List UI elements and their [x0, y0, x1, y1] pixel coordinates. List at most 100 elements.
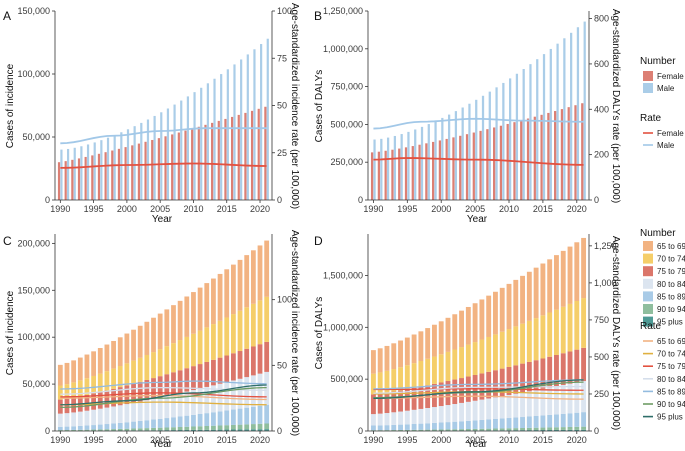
bar-95-plus-2013 [526, 430, 532, 431]
bar-male-1996 [100, 140, 103, 200]
bar-80-to-84-2001 [445, 405, 451, 423]
bar-female-2000 [124, 147, 127, 200]
bar-female-2017 [554, 111, 557, 200]
bar-male-2013 [213, 78, 216, 200]
bar-65-to-69-2000 [438, 321, 444, 355]
bar-75-to-79-2015 [224, 355, 230, 383]
legend-number-label: 80 to 84 [657, 280, 685, 289]
bar-90-to-94-2009 [184, 426, 190, 430]
bar-80-to-84-1994 [398, 411, 403, 425]
bar-75-to-79-2013 [526, 361, 532, 392]
bar-85-to-89-2021 [264, 404, 270, 424]
bar-90-to-94-2004 [465, 429, 471, 431]
bar-65-to-69-2010 [506, 283, 512, 330]
bar-80-to-84-2005 [157, 397, 163, 419]
bar-male-1991 [380, 138, 383, 200]
bar-65-to-69-2021 [264, 240, 270, 297]
bar-70-to-74-2008 [493, 334, 498, 371]
x-tick-label: 2015 [533, 435, 553, 445]
bar-70-to-74-1997 [418, 361, 424, 387]
bar-90-to-94-2008 [493, 428, 498, 431]
bar-95-plus-2015 [540, 430, 546, 431]
bar-70-to-74-2013 [526, 320, 532, 362]
y-right-tick-label: 800 [594, 14, 609, 24]
bar-90-to-94-1999 [117, 428, 123, 431]
bar-70-to-74-1992 [384, 370, 390, 393]
bar-70-to-74-2004 [465, 344, 471, 377]
bar-female-2009 [184, 130, 187, 200]
bar-female-2014 [533, 116, 536, 200]
bar-65-to-69-2002 [137, 325, 143, 358]
bar-85-to-89-1999 [432, 422, 437, 430]
bar-75-to-79-2020 [257, 344, 263, 374]
bar-90-to-94-2007 [486, 428, 492, 431]
bar-85-to-89-2010 [506, 418, 512, 429]
bar-80-to-84-2001 [131, 402, 136, 422]
bar-male-1998 [113, 135, 116, 200]
x-tick-label: 1995 [397, 204, 417, 214]
bar-70-to-74-2003 [459, 347, 464, 379]
y-left-tick-label: 200,000 [17, 238, 50, 248]
bar-95-plus-2021 [581, 429, 587, 431]
bar-70-to-74-1995 [91, 375, 96, 394]
bar-65-to-69-2002 [452, 314, 458, 350]
bar-95-plus-2020 [574, 429, 580, 431]
bar-85-to-89-2006 [164, 418, 170, 428]
bar-male-2007 [173, 104, 176, 200]
bar-75-to-79-1990 [57, 399, 63, 414]
bar-male-1990 [60, 149, 63, 200]
bar-70-to-74-1990 [370, 373, 376, 395]
bar-female-2006 [479, 130, 482, 200]
bar-95-plus-2015 [224, 429, 230, 431]
legend-number-swatch [643, 304, 653, 314]
y-left-tick-label: 150,000 [17, 6, 50, 16]
bar-80-to-84-2003 [144, 400, 150, 421]
bar-70-to-74-2015 [540, 315, 546, 359]
x-tick-label: 2010 [499, 435, 519, 445]
rate-line-65-to-69 [60, 394, 267, 401]
bar-80-to-84-1996 [97, 408, 103, 425]
bar-80-to-84-2004 [151, 398, 156, 420]
bar-80-to-84-1998 [425, 408, 431, 424]
legend-rate-title: Rate [640, 321, 662, 332]
bar-90-to-94-2013 [211, 425, 216, 430]
bar-65-to-69-2004 [465, 306, 471, 345]
bar-95-plus-2018 [244, 429, 250, 431]
bar-70-to-74-1996 [97, 373, 103, 392]
bar-male-2013 [529, 64, 532, 201]
legend-number-swatch [643, 316, 653, 327]
bar-male-2001 [447, 114, 451, 200]
bar-70-to-74-2010 [191, 333, 196, 367]
y-right-tick-label: 500 [594, 352, 609, 362]
bar-male-2012 [522, 69, 525, 200]
bar-85-to-89-1993 [391, 424, 397, 431]
bar-70-to-74-1991 [377, 372, 383, 394]
bar-90-to-94-2011 [197, 426, 203, 430]
bar-80-to-84-2014 [533, 390, 539, 416]
bar-90-to-94-2010 [191, 426, 196, 430]
bar-male-2007 [488, 91, 491, 200]
legend-rate-label: Male [657, 141, 675, 150]
bar-95-plus-2014 [217, 429, 223, 431]
bar-65-to-69-1990 [370, 350, 376, 374]
y-right-tick-label: 0 [594, 426, 599, 436]
bar-90-to-94-2004 [151, 427, 156, 431]
bar-female-2000 [438, 140, 442, 200]
bar-85-to-89-2003 [459, 421, 464, 430]
bar-75-to-79-2003 [459, 378, 464, 403]
bar-male-2011 [200, 87, 203, 200]
bar-90-to-94-1991 [64, 430, 70, 431]
bar-male-2018 [563, 38, 566, 200]
bar-70-to-74-2007 [171, 343, 176, 373]
bar-male-2018 [246, 54, 249, 200]
bar-male-1993 [80, 146, 83, 200]
bar-65-to-69-2007 [171, 305, 176, 344]
legend-number-title: Number [640, 228, 676, 239]
bar-65-to-69-2010 [191, 292, 196, 334]
bar-90-to-94-2015 [224, 425, 230, 430]
bar-90-to-94-1993 [391, 430, 397, 431]
bar-75-to-79-2014 [217, 357, 223, 384]
bar-80-to-84-2011 [513, 393, 519, 418]
legend-rate-label: 65 to 69 [657, 337, 685, 346]
bar-85-to-89-2016 [547, 414, 553, 428]
